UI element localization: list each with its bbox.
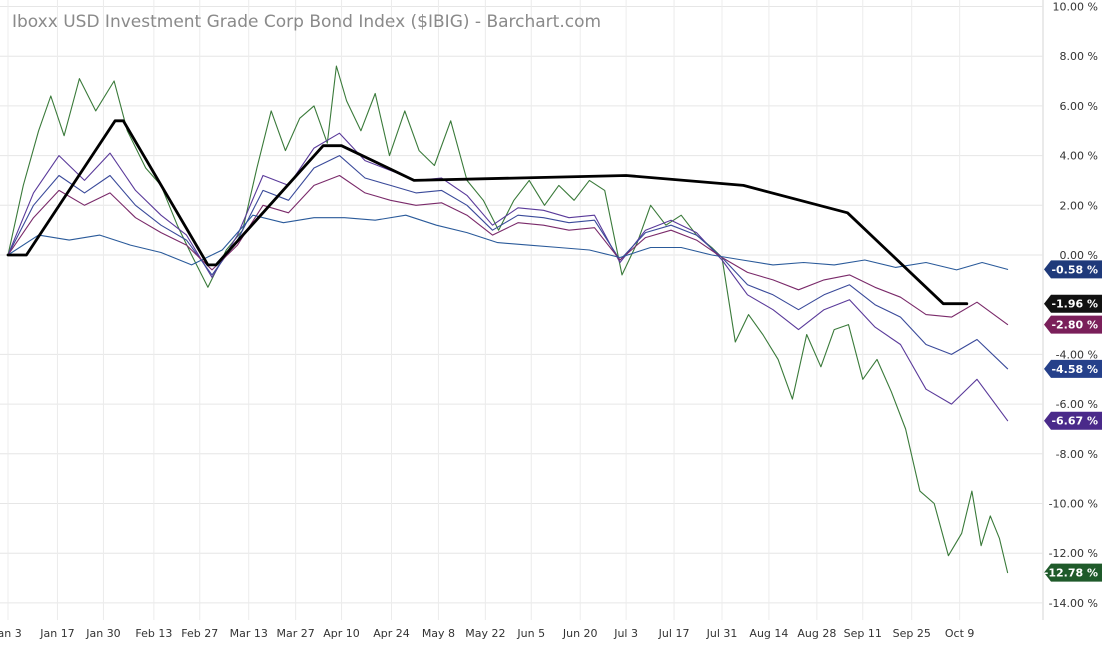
x-tick-label: Apr 24	[373, 627, 410, 640]
last-value-badges: -0.58 % -1.96 % -2.80 % -4.58 % -6.67 % -12.7…	[1044, 260, 1102, 582]
badge-label: -1.96 %	[1051, 298, 1098, 311]
y-axis: 10.00 % 8.00 % 6.00 % 4.00 % 2.00 % 0.00 % -4.…	[1049, 1, 1098, 610]
x-tick-label: May 8	[422, 627, 455, 640]
value-badge: -0.58 %	[1044, 260, 1102, 279]
badge-background	[1044, 260, 1102, 279]
series-line	[6, 119, 969, 306]
y-tick-label: 0.00 %	[1060, 249, 1098, 262]
x-tick-label: Jan 17	[39, 627, 74, 640]
y-tick-label: 10.00 %	[1053, 1, 1098, 14]
series-line	[7, 155, 1009, 370]
x-tick-label: Aug 28	[797, 627, 836, 640]
x-tick-label: Mar 13	[230, 627, 268, 640]
x-tick-label: Jul 17	[658, 627, 690, 640]
value-badge: -1.96 %	[1044, 294, 1102, 313]
series-line	[7, 132, 1009, 422]
x-tick-label: Jan 3	[0, 627, 22, 640]
y-tick-label: 8.00 %	[1060, 50, 1098, 63]
series-line	[7, 174, 1009, 326]
badge-background	[1044, 411, 1102, 430]
x-tick-label: Jul 31	[706, 627, 738, 640]
badge-label: -0.58 %	[1051, 263, 1098, 276]
badge-label: -12.78 %	[1044, 567, 1098, 580]
x-tick-label: Sep 11	[844, 627, 882, 640]
y-tick-label: 2.00 %	[1060, 199, 1098, 212]
series-line	[7, 65, 1009, 574]
x-tick-label: Jun 5	[516, 627, 545, 640]
x-tick-label: Mar 27	[277, 627, 315, 640]
x-tick-label: Feb 27	[181, 627, 218, 640]
x-tick-label: May 22	[465, 627, 505, 640]
x-tick-label: Jul 3	[613, 627, 638, 640]
y-tick-label: -10.00 %	[1049, 498, 1098, 511]
x-tick-label: Jan 30	[85, 627, 120, 640]
y-tick-label: -6.00 %	[1056, 398, 1098, 411]
x-tick-label: Aug 14	[749, 627, 788, 640]
x-tick-label: Jun 20	[562, 627, 598, 640]
chart-title: Iboxx USD Investment Grade Corp Bond Ind…	[12, 12, 601, 32]
y-tick-label: 6.00 %	[1060, 100, 1098, 113]
y-tick-label: -4.00 %	[1056, 348, 1098, 361]
y-tick-label: -8.00 %	[1056, 448, 1098, 461]
x-tick-label: Apr 10	[323, 627, 360, 640]
badge-label: -6.67 %	[1051, 415, 1098, 428]
value-badge: -2.80 %	[1044, 315, 1102, 334]
badge-background	[1044, 359, 1102, 378]
y-tick-label: -12.00 %	[1049, 547, 1098, 560]
x-tick-label: Sep 25	[893, 627, 931, 640]
x-tick-label: Feb 13	[135, 627, 172, 640]
value-badge: -6.67 %	[1044, 411, 1102, 430]
badge-background	[1044, 563, 1102, 582]
y-tick-label: 4.00 %	[1060, 150, 1098, 163]
badge-background	[1044, 294, 1102, 313]
series-line	[7, 214, 1009, 271]
value-badge: -12.78 %	[1044, 563, 1102, 582]
y-tick-label: -14.00 %	[1049, 597, 1098, 610]
series-lines	[6, 65, 1009, 574]
badge-label: -4.58 %	[1051, 363, 1098, 376]
value-badge: -4.58 %	[1044, 359, 1102, 378]
x-tick-label: Oct 9	[945, 627, 975, 640]
badge-background	[1044, 315, 1102, 334]
x-axis: Jan 3 Jan 17 Jan 30 Feb 13 Feb 27 Mar 13 Mar 2…	[0, 627, 974, 640]
badge-label: -2.80 %	[1051, 319, 1098, 332]
